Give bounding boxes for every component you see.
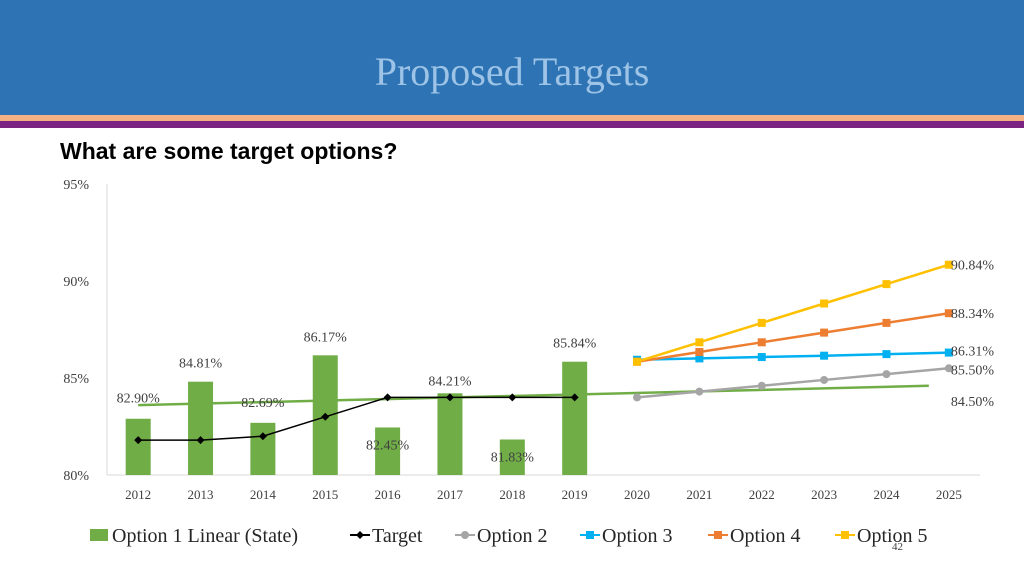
data-point — [196, 436, 205, 445]
data-point — [944, 364, 953, 373]
data-point — [757, 338, 766, 347]
legend-label: Target — [372, 525, 423, 547]
data-point — [757, 353, 766, 362]
x-tick-label: 2016 — [375, 487, 402, 502]
bar-data-label: 82.90% — [117, 392, 161, 407]
series-line — [138, 396, 575, 441]
data-point — [258, 432, 267, 441]
legend-marker — [841, 531, 849, 539]
legend-marker — [714, 531, 722, 539]
data-point — [695, 354, 704, 363]
x-tick-label: 2020 — [624, 487, 650, 502]
series-end-label: 84.50% — [951, 395, 995, 410]
bar-data-label: 82.45% — [366, 438, 410, 453]
series-end-label: 86.31% — [951, 345, 995, 360]
legend-label: Option 4 — [730, 525, 801, 547]
x-tick-label: 2024 — [873, 487, 900, 502]
data-point — [321, 412, 330, 421]
series-end-label: 90.84% — [951, 259, 995, 274]
legend-marker — [586, 531, 594, 539]
bar-data-label: 86.17% — [304, 330, 348, 345]
bar — [250, 422, 276, 475]
series-line — [636, 263, 950, 363]
x-tick-label: 2013 — [188, 487, 214, 502]
slide-title: Proposed Targets — [374, 49, 650, 94]
legend-marker — [461, 531, 469, 539]
bar-data-label: 82.69% — [241, 396, 285, 411]
series-end-label: 88.34% — [951, 307, 995, 322]
data-point — [944, 309, 953, 318]
bar — [499, 439, 525, 475]
legend-label: Option 3 — [602, 525, 673, 547]
data-point — [633, 357, 642, 366]
data-point — [695, 338, 704, 347]
x-tick-label: 2018 — [499, 487, 525, 502]
bar — [188, 381, 214, 475]
bar — [562, 361, 588, 475]
data-point — [882, 350, 891, 359]
legend-swatch — [90, 529, 108, 541]
bar-data-label: 84.21% — [428, 374, 472, 389]
x-tick-label: 2017 — [437, 487, 464, 502]
x-tick-label: 2019 — [562, 487, 588, 502]
slide-subtitle: What are some target options? — [60, 138, 398, 164]
data-point — [633, 393, 642, 402]
bar-data-label: 81.83% — [491, 450, 535, 465]
x-tick-label: 2025 — [936, 487, 962, 502]
series-line — [636, 311, 950, 363]
y-tick-label: 90% — [63, 275, 89, 290]
data-point — [820, 328, 829, 337]
bar — [375, 427, 401, 475]
x-tick-label: 2015 — [312, 487, 338, 502]
data-point — [820, 299, 829, 308]
x-tick-label: 2012 — [125, 487, 151, 502]
data-point — [134, 436, 143, 445]
trendline — [138, 384, 929, 407]
data-point — [757, 318, 766, 327]
data-point — [570, 393, 579, 402]
x-tick-label: 2014 — [250, 487, 277, 502]
bar — [437, 393, 463, 475]
data-point — [882, 318, 891, 327]
data-point — [882, 280, 891, 289]
data-point — [944, 260, 953, 269]
slide-header — [0, 0, 1024, 115]
data-point — [695, 387, 704, 396]
bar — [125, 418, 151, 475]
data-point — [944, 348, 953, 357]
header-stripe-purple — [0, 121, 1024, 128]
data-point — [508, 393, 517, 402]
data-point — [695, 348, 704, 357]
data-point — [882, 370, 891, 379]
page-number: 42 — [892, 541, 903, 553]
x-tick-label: 2023 — [811, 487, 837, 502]
y-tick-label: 85% — [63, 372, 89, 387]
x-tick-label: 2021 — [686, 487, 712, 502]
legend-marker — [356, 531, 364, 539]
data-point — [820, 351, 829, 360]
bar-data-label: 85.84% — [553, 337, 597, 352]
y-tick-label: 95% — [63, 178, 89, 193]
x-tick-label: 2022 — [749, 487, 775, 502]
data-point — [820, 375, 829, 384]
series-end-label: 85.50% — [951, 363, 995, 378]
series-line — [637, 351, 949, 362]
y-tick-label: 80% — [63, 469, 89, 484]
data-point — [383, 393, 392, 402]
header-stripe-orange — [0, 115, 1024, 121]
series-line — [636, 367, 949, 399]
legend-label: Option 1 Linear (State) — [112, 525, 298, 547]
bar-data-label: 84.81% — [179, 357, 223, 372]
data-point — [757, 381, 766, 390]
data-point — [445, 393, 454, 402]
legend-label: Option 5 — [857, 525, 928, 547]
legend-label: Option 2 — [477, 525, 548, 547]
